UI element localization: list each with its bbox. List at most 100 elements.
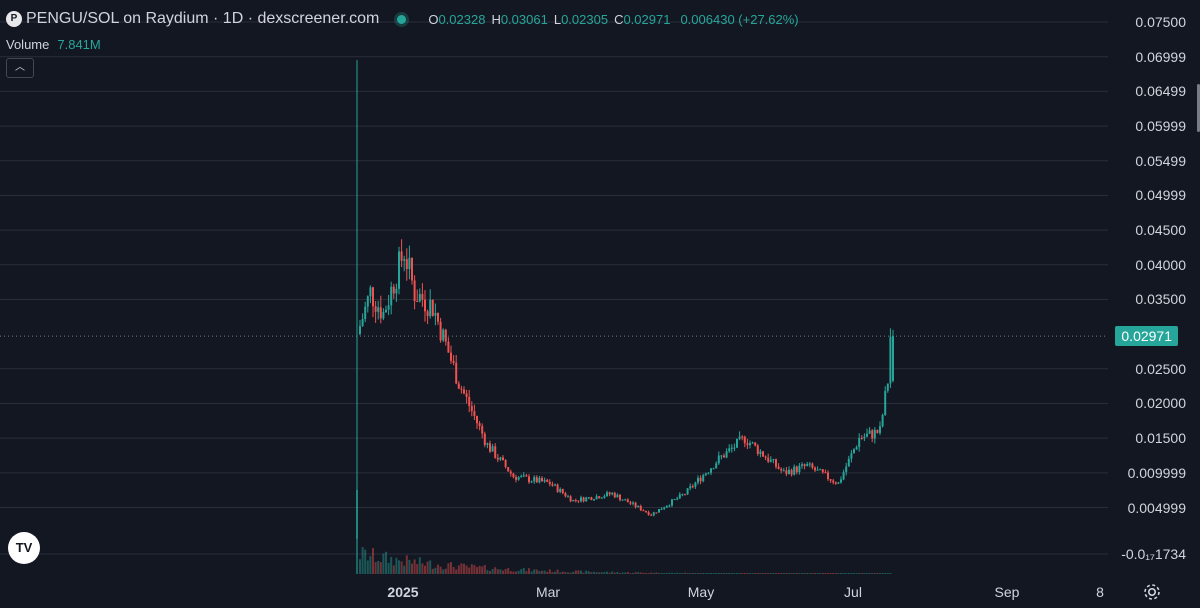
candle-body: [749, 443, 751, 446]
volume-bar: [424, 565, 426, 574]
volume-bar: [564, 572, 567, 574]
candle-body: [616, 494, 619, 498]
candle-body: [769, 459, 772, 462]
volume-bar: [710, 573, 712, 574]
volume-bar: [582, 572, 585, 574]
candle-body: [829, 479, 832, 481]
candle-body: [489, 443, 491, 452]
candle-body: [359, 326, 361, 335]
candle-body: [598, 496, 601, 499]
volume-bar: [577, 570, 580, 574]
volume-bar: [840, 573, 842, 574]
candle-body: [512, 473, 515, 478]
candle-body: [793, 466, 796, 475]
candle-body: [522, 475, 525, 477]
volume-bar: [481, 566, 484, 574]
candle-body: [736, 438, 738, 448]
volume-bar: [886, 573, 889, 574]
volume-bar: [356, 490, 358, 574]
candle-body: [499, 457, 502, 460]
volume-bar: [377, 560, 380, 574]
volume-bar: [418, 557, 421, 574]
volume-bar: [686, 573, 689, 574]
candle-body: [863, 436, 866, 439]
volume-bar: [551, 572, 554, 574]
candle-body: [447, 341, 450, 353]
volume-legend: Volume 7.841M: [6, 37, 101, 52]
volume-bar: [868, 573, 871, 574]
volume-bar: [512, 571, 515, 574]
candle-body: [840, 479, 842, 483]
volume-bar: [442, 569, 445, 574]
volume-bar: [834, 573, 837, 574]
candle-body: [486, 443, 489, 445]
candle-body: [582, 497, 585, 502]
price-axis[interactable]: 0.07500 0.06999 0.06499 0.05999 0.05499 0.049…: [1108, 0, 1200, 574]
candle-body: [632, 502, 634, 504]
candle-body: [606, 492, 608, 497]
volume-bar: [392, 565, 395, 574]
candle-body: [827, 472, 829, 480]
volume-bar: [429, 560, 432, 574]
volume-bar: [733, 573, 736, 574]
candle-body: [850, 453, 853, 459]
volume-bar: [593, 571, 595, 574]
volume-bar: [808, 573, 811, 574]
candle-body: [366, 296, 369, 307]
gear-icon[interactable]: [1142, 582, 1162, 602]
volume-bar: [478, 565, 481, 574]
candle-body: [837, 482, 840, 484]
tradingview-logo[interactable]: TV: [8, 532, 40, 564]
chart-title: PENGU/SOL on Raydium · 1D · dexscreener.…: [26, 10, 380, 27]
candle-body: [824, 472, 827, 474]
collapse-legend-button[interactable]: ︿: [6, 58, 34, 78]
volume-bar: [359, 559, 361, 574]
candle-body: [369, 287, 372, 297]
candle-body: [590, 497, 593, 500]
volume-bar: [681, 573, 684, 574]
volume-bar: [769, 573, 772, 574]
time-axis[interactable]: 2025 Mar May Jul Sep 8: [0, 574, 1108, 608]
candle-body: [626, 499, 629, 503]
candle-body: [652, 512, 655, 516]
volume-bar: [504, 569, 507, 574]
volume-bar: [637, 572, 640, 574]
candle-body: [541, 477, 543, 482]
candle-body: [798, 465, 801, 473]
candle-body: [639, 505, 642, 511]
volume-bar: [652, 573, 655, 574]
volume-bar: [535, 569, 538, 574]
volume-bar: [650, 572, 653, 574]
price-tick-label: 0.04000: [1135, 256, 1186, 273]
volume-bar: [671, 572, 673, 574]
price-tick-label: -0.0₁₇1734: [1121, 546, 1186, 562]
volume-bar: [712, 573, 715, 574]
volume-bar: [561, 571, 564, 574]
scrollbar[interactable]: [1197, 84, 1200, 132]
candle-body: [689, 486, 692, 489]
volume-bar: [642, 572, 645, 574]
volume-bar: [382, 553, 385, 574]
volume-bar: [720, 573, 723, 574]
candle-body: [569, 496, 572, 502]
candle-body: [450, 352, 452, 361]
volume-bar: [395, 557, 398, 574]
volume-bar: [777, 573, 780, 574]
price-tick-label: 0.07500: [1135, 14, 1186, 30]
volume-bar: [572, 571, 575, 574]
candle-body: [426, 311, 429, 317]
volume-bar: [624, 572, 627, 574]
candle-body: [491, 446, 494, 452]
volume-bar: [821, 573, 824, 574]
volume-bar: [437, 564, 439, 574]
volume-bar: [400, 561, 403, 574]
volume-bar: [580, 570, 582, 574]
volume-bar: [806, 573, 809, 574]
candle-body: [860, 437, 863, 439]
candle-body: [814, 467, 816, 471]
candle-body: [647, 512, 650, 515]
candle-body: [600, 497, 603, 499]
volume-bar: [632, 572, 634, 574]
